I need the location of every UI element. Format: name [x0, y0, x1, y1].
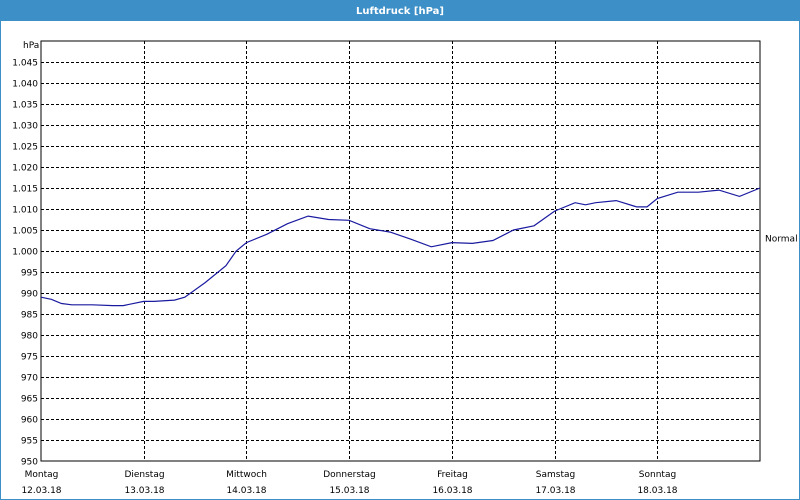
x-day-label: Sonntag — [639, 470, 676, 480]
x-date-label: 13.03.18 — [124, 486, 164, 496]
y-tick-label: 975 — [21, 353, 38, 363]
y-tick-label: 1.025 — [12, 143, 38, 153]
x-day-label: Freitag — [437, 470, 468, 480]
y-tick-label: 970 — [21, 374, 38, 384]
y-tick-label: 965 — [21, 395, 38, 405]
pressure-series-line — [40, 187, 761, 307]
x-day-label: Donnerstag — [323, 470, 376, 480]
x-date-label: 16.03.18 — [432, 486, 472, 496]
y-tick-label: 990 — [21, 290, 38, 300]
x-date-label: 17.03.18 — [535, 486, 575, 496]
y-tick-label: 1.040 — [12, 80, 38, 90]
y-tick-label: 1.010 — [12, 206, 38, 216]
x-day-label: Mittwoch — [226, 470, 267, 480]
y-tick-label: 950 — [21, 458, 38, 468]
y-tick-label: 1.000 — [12, 248, 38, 258]
x-axis: Montag 12.03.18 Dienstag 13.03.18 Mittwoch 14… — [21, 470, 677, 496]
x-day-label: Dienstag — [124, 470, 164, 480]
y-axis: 950 955 960 965 970 975 980 985 990 995 1.000 1.005… — [12, 41, 39, 468]
y-tick-label: 1.035 — [12, 101, 38, 111]
x-day-label: Samstag — [536, 470, 575, 480]
x-day-label: Montag — [25, 470, 59, 480]
normal-label: Normal — [765, 234, 798, 244]
x-date-label: 15.03.18 — [329, 486, 369, 496]
y-axis-label: hPa — [23, 41, 39, 51]
y-tick-label: 980 — [21, 332, 38, 342]
y-tick-label: 960 — [21, 416, 38, 426]
y-tick-label: 1.005 — [12, 227, 38, 237]
y-tick-label: 1.015 — [12, 185, 38, 195]
y-tick-label: 1.030 — [12, 122, 38, 132]
grid — [40, 40, 761, 462]
x-date-label: 18.03.18 — [637, 486, 677, 496]
y-tick-label: 1.020 — [12, 164, 38, 174]
overlay: Normal — [765, 234, 798, 244]
series-layer — [40, 187, 761, 307]
y-tick-label: 955 — [21, 437, 38, 447]
y-tick-label: 995 — [21, 269, 38, 279]
x-date-label: 12.03.18 — [21, 486, 61, 496]
chart-title: Luftdruck [hPa] — [1, 1, 799, 21]
y-tick-label: 985 — [21, 311, 38, 321]
x-date-label: 14.03.18 — [226, 486, 266, 496]
y-tick-label: 1.045 — [12, 59, 38, 69]
